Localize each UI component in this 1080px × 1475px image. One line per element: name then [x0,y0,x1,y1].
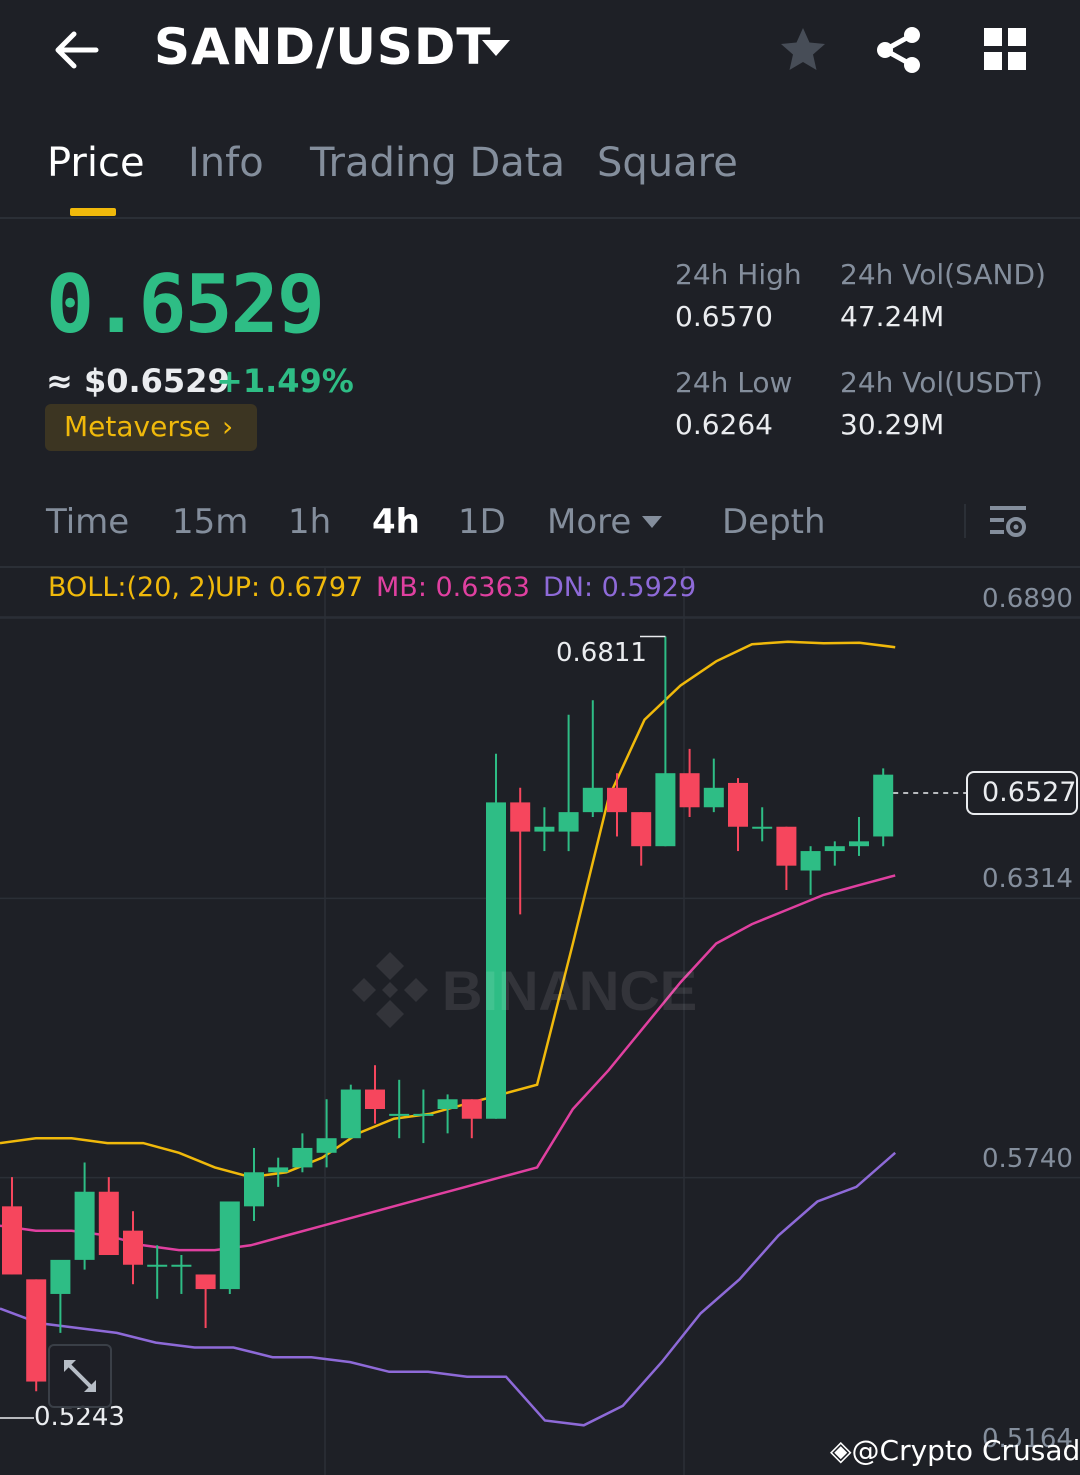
header: SAND/USDT [0,0,1080,105]
interval-4h[interactable]: 4h [372,502,420,542]
candle-body [582,787,603,813]
candle-body [26,1279,47,1382]
tab-square[interactable]: Square [597,140,738,186]
divider [0,217,1080,219]
tab-trading-data[interactable]: Trading Data [310,140,565,186]
last-price-marker [966,771,1078,815]
chevron-down-icon[interactable] [482,40,510,56]
candle-body [50,1259,71,1294]
interval-time[interactable]: Time [46,502,130,542]
candle-body [316,1138,337,1153]
vol-base-value: 47.24M [840,300,945,333]
price-change: +1.49% [216,362,354,400]
high-value: 0.6570 [675,300,773,333]
interval-1h[interactable]: 1h [288,502,332,542]
binance-small-icon: ◈ [830,1434,852,1467]
category-tag[interactable] [45,404,257,451]
candle-body [776,826,797,866]
grid-icon[interactable] [984,28,1026,70]
candle-body [607,787,627,813]
back-arrow-icon[interactable] [50,26,100,74]
y-axis-label: 0.6890 [982,584,1073,614]
y-axis-label: 0.5740 [982,1144,1073,1174]
y-axis-label: 0.5164 [982,1424,1073,1454]
candle-body [2,1206,22,1275]
y-axis-label: 0.6314 [982,864,1073,894]
chart-settings-icon[interactable] [988,502,1028,542]
candle-body [365,1089,385,1110]
share-icon[interactable] [876,26,922,74]
active-tab-indicator [70,208,116,216]
chevron-right-icon: › [222,410,234,443]
candle-body [389,1113,410,1116]
candle-body [98,1191,119,1256]
interval-1d[interactable]: 1D [458,502,506,542]
candle-body [461,1099,482,1119]
last-price-marker-label: 0.6527 [982,777,1077,808]
candle-body [74,1191,95,1260]
candle-body [728,782,748,827]
candle-body [147,1264,168,1267]
candle-body [631,812,652,847]
candle-body [486,802,506,1119]
high-marker-label: 0.6811 [556,638,647,668]
interval-more[interactable]: More [547,502,632,542]
boll-middle-line [0,874,896,1252]
candle-body [219,1201,240,1290]
watermark-text: BINANCE [442,959,697,1022]
expand-icon [64,1360,96,1392]
category-tag-label: Metaverse [64,410,211,443]
candle-body [292,1147,313,1168]
boll-mb: MB: 0.6363 [376,572,530,603]
interval-15m[interactable]: 15m [172,502,249,542]
boll-up: UP: 0.6797 [215,572,364,603]
candle-body [171,1264,192,1267]
low-label: 24h Low [675,366,793,399]
boll-lower-line [0,1151,897,1427]
candle-body [244,1172,264,1207]
candle-body [437,1099,458,1110]
candle-body [268,1167,289,1173]
divider [964,504,966,538]
last-price: 0.6529 [46,258,325,351]
chevron-down-icon [642,516,662,528]
low-value: 0.6264 [675,408,773,441]
candle-body [534,826,555,832]
candle-body [413,1113,434,1116]
boll-dn: DN: 0.5929 [543,572,697,603]
pair-title[interactable]: SAND/USDT [154,18,492,76]
candle-body [703,787,724,808]
vol-quote-value: 30.29M [840,408,945,441]
candle-body [849,841,869,847]
candlestick-chart[interactable] [0,568,1080,1475]
expand-chart-button[interactable] [48,1344,112,1408]
candle-body [655,773,676,847]
credit-label: @Crypto Crusador [851,1434,1080,1467]
star-icon[interactable] [778,26,828,74]
candle-body [340,1089,361,1139]
binance-logo: BINANCE [352,952,697,1028]
candle-body [558,812,579,832]
vol-quote-label: 24h Vol(USDT) [840,366,1043,399]
vol-base-label: 24h Vol(SAND) [840,258,1046,291]
candle-body [195,1274,216,1290]
candle-body [123,1230,143,1265]
candle-body [510,802,531,832]
tab-info[interactable]: Info [188,140,264,186]
candle-body [824,846,845,852]
candle-body [800,851,821,871]
usd-price: ≈ $0.6529 [46,362,230,400]
divider [0,566,1080,568]
boll-params: BOLL:(20, 2) [48,572,217,603]
tab-price[interactable]: Price [47,140,145,186]
interval-depth[interactable]: Depth [722,502,826,542]
high-label: 24h High [675,258,802,291]
candle-body [873,774,894,837]
credit-text: ◈@Crypto Crusador [830,1434,1080,1467]
candle-body [752,826,773,829]
candle-body [679,773,700,808]
